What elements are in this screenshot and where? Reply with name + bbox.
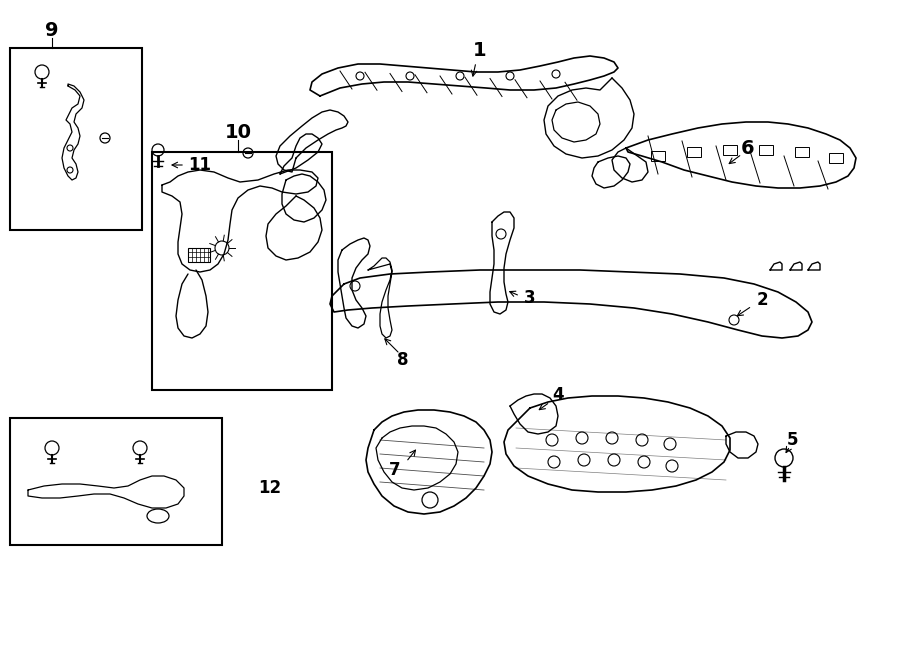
Bar <box>651 151 665 161</box>
Bar <box>759 145 773 155</box>
Bar <box>687 147 701 157</box>
Text: 9: 9 <box>45 20 58 40</box>
Bar <box>188 248 210 262</box>
Bar <box>10 418 222 545</box>
Text: 11: 11 <box>188 156 212 174</box>
Bar <box>152 152 332 390</box>
Text: 3: 3 <box>524 289 536 307</box>
Bar <box>10 48 142 230</box>
Text: 2: 2 <box>756 291 768 309</box>
Text: 4: 4 <box>553 386 563 404</box>
Text: 5: 5 <box>788 431 799 449</box>
Text: 10: 10 <box>224 122 251 141</box>
Text: 1: 1 <box>473 40 487 59</box>
Bar <box>723 145 737 155</box>
Text: 12: 12 <box>258 479 282 497</box>
Bar <box>829 153 843 163</box>
Bar <box>795 147 809 157</box>
Text: 7: 7 <box>389 461 400 479</box>
Text: 8: 8 <box>397 351 409 369</box>
Text: 6: 6 <box>742 139 755 157</box>
